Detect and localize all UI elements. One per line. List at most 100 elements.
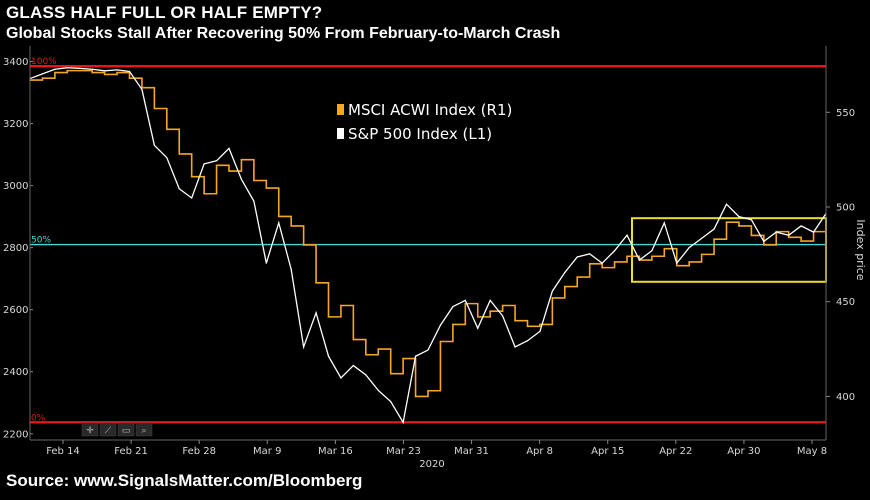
msci-point (41, 77, 44, 80)
spx-point (265, 262, 267, 264)
legend-swatch-spx (337, 128, 344, 139)
msci-point (675, 264, 678, 267)
msci-point (551, 297, 554, 299)
msci-point (166, 128, 168, 131)
spx-point (402, 421, 404, 423)
msci-point (738, 225, 740, 227)
msci-point (427, 389, 429, 392)
msci-point (763, 244, 765, 246)
x-tick-label: Feb 21 (114, 446, 148, 457)
msci-point (91, 71, 93, 74)
msci-point (787, 236, 790, 239)
x-tick-label: Feb 28 (182, 446, 216, 457)
msci-point (153, 107, 156, 110)
chart-title: GLASS HALF FULL OR HALF EMPTY? (6, 3, 323, 22)
chart-source: Source: www.SignalsMatter.com/Bloomberg (6, 471, 363, 490)
highlight-box (631, 217, 827, 283)
spx-point (676, 262, 678, 264)
spx-point (427, 349, 429, 351)
msci-point (78, 69, 81, 72)
spx-point (452, 305, 454, 308)
spx-point (564, 271, 566, 274)
spx-point (91, 68, 93, 70)
spx-point (54, 68, 56, 70)
left-tick-label: 2400 (3, 367, 28, 378)
x-tick-label: Mar 23 (386, 446, 421, 457)
spx-point (203, 163, 205, 165)
spx-point (775, 231, 777, 233)
spx-point (290, 268, 292, 270)
reference-line-label: 0% (31, 413, 46, 423)
msci-point (476, 316, 479, 318)
msci-point (190, 175, 193, 178)
msci-point (240, 158, 243, 161)
msci-point (439, 340, 442, 343)
toolbar-button[interactable] (117, 422, 135, 437)
msci-point (501, 304, 504, 307)
msci-point (228, 170, 230, 172)
msci-point (564, 285, 566, 288)
right-axis-title: Index price (854, 219, 867, 280)
spx-point (414, 355, 417, 357)
x-tick-label: Apr 22 (659, 446, 692, 457)
msci-point (290, 225, 292, 227)
legend-box (330, 96, 556, 152)
x-tick-label: Mar 9 (253, 446, 281, 457)
spx-point (178, 188, 180, 190)
spx-point (601, 262, 603, 264)
draw-icon[interactable]: ⟋ (105, 426, 112, 436)
x-tick-label: Feb 14 (46, 446, 80, 457)
msci-point (688, 261, 690, 263)
msci-point (302, 244, 305, 246)
frame-icon[interactable]: ▭ (122, 426, 131, 436)
spx-point (116, 69, 118, 71)
spx-point (240, 178, 243, 181)
spx-point (800, 225, 802, 227)
spx-point (141, 88, 143, 91)
spx-point (377, 389, 379, 391)
spx-point (626, 234, 628, 236)
spx-point (303, 346, 305, 348)
left-tick-label: 2800 (3, 243, 28, 254)
spx-point (514, 346, 516, 348)
spx-point (526, 340, 529, 342)
spx-point (663, 222, 665, 224)
spx-point (340, 377, 342, 379)
chart-subtitle: Global Stocks Stall After Recovering 50%… (6, 25, 561, 42)
msci-point (66, 69, 69, 72)
spx-point (477, 327, 479, 329)
spx-point (390, 400, 392, 403)
toolbar-button[interactable] (81, 422, 99, 437)
spx-point (278, 222, 280, 224)
left-tick-label: 3200 (3, 119, 28, 130)
zoom-icon[interactable]: ⌕ (141, 426, 146, 436)
spx-point (638, 259, 641, 261)
right-tick-label: 400 (836, 392, 855, 403)
spx-point (66, 67, 68, 69)
msci-point (54, 71, 56, 74)
toolbar-button[interactable] (99, 422, 117, 437)
right-tick-label: 500 (836, 203, 855, 214)
msci-point (663, 247, 666, 250)
msci-point (365, 353, 367, 356)
legend-label-msci: MSCI ACWI Index (R1) (348, 101, 512, 119)
msci-point (315, 281, 317, 284)
spx-point (589, 253, 591, 255)
legend-label-spx: S&P 500 Index (L1) (348, 125, 492, 143)
spx-point (253, 200, 255, 202)
left-tick-label: 3000 (3, 181, 28, 192)
crosshair-icon[interactable]: ✛ (86, 426, 94, 436)
toolbar-button[interactable] (135, 422, 153, 437)
msci-point (352, 338, 355, 341)
msci-point (116, 71, 118, 74)
left-tick-label: 3400 (3, 57, 28, 68)
spx-point (502, 315, 504, 317)
spx-point (750, 219, 752, 221)
msci-point (327, 316, 330, 318)
msci-point (489, 310, 491, 312)
right-tick-label: 450 (836, 297, 855, 308)
msci-point (613, 261, 616, 263)
spx-point (365, 374, 367, 376)
left-tick-label: 2200 (3, 429, 28, 440)
